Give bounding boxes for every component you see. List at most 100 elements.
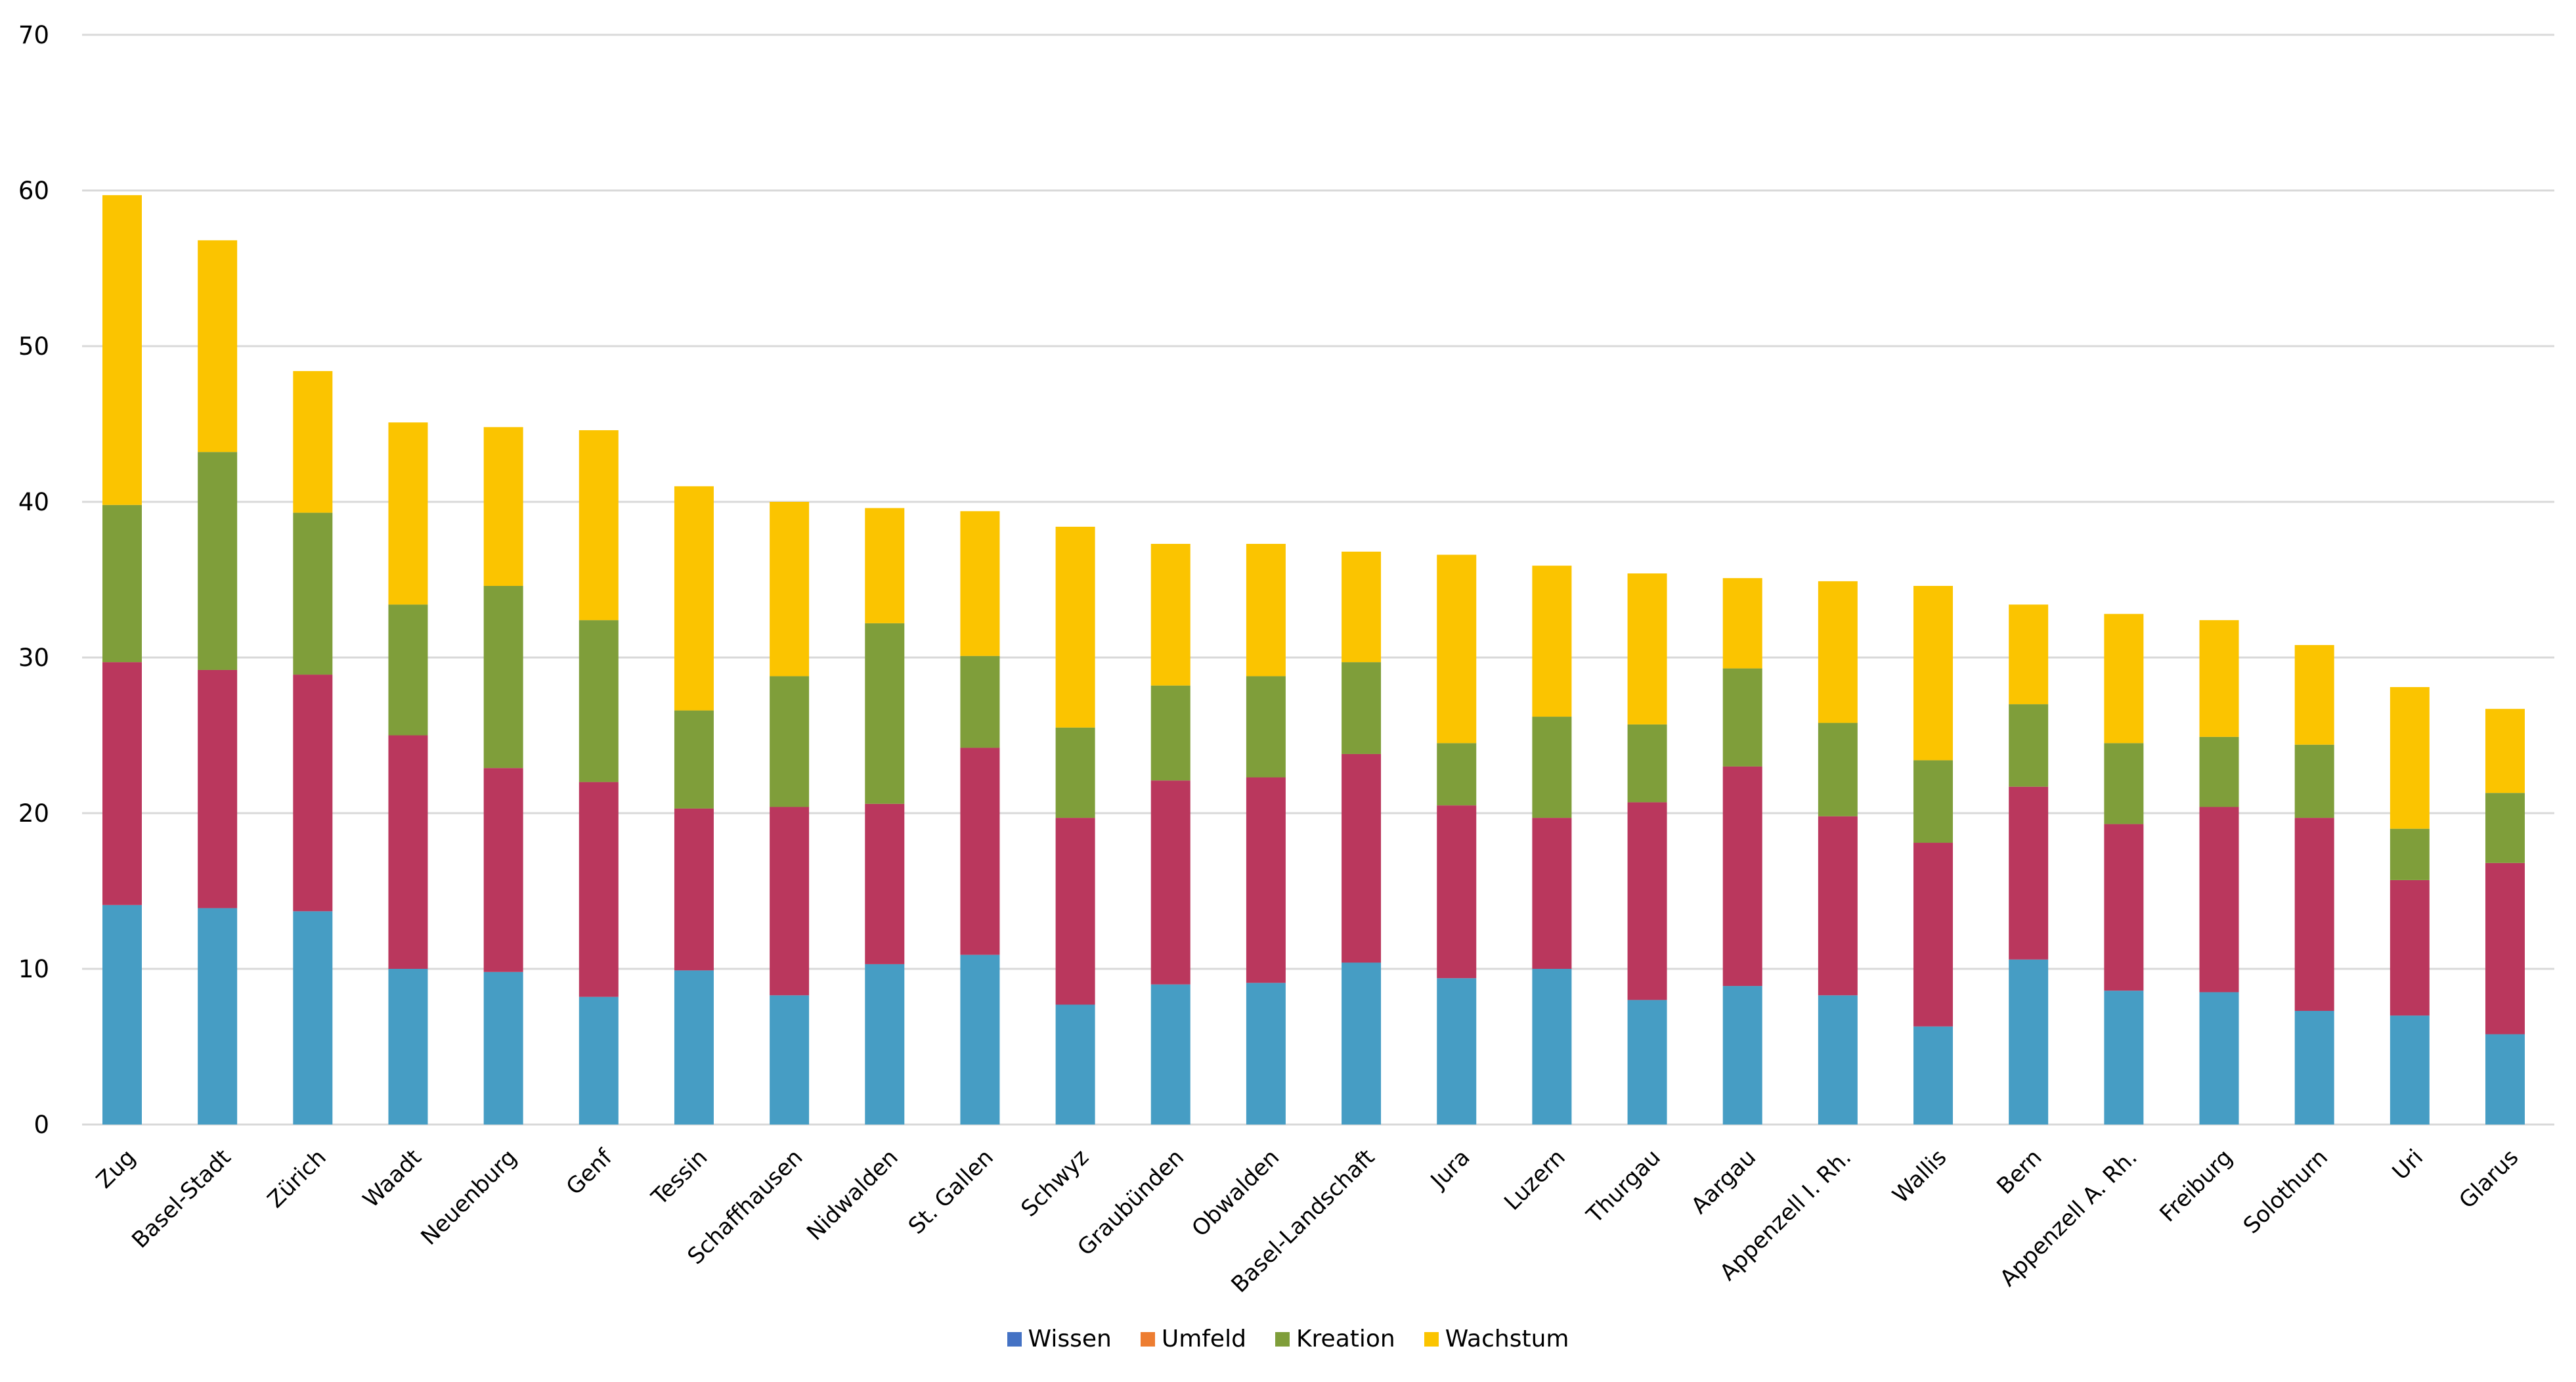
bar-segment-umfeld (388, 735, 428, 969)
bar-segment-wachstum (2009, 604, 2049, 705)
y-tick-label: 20 (18, 799, 49, 828)
bar-segment-wissen (1627, 1000, 1667, 1125)
bar-segment-wachstum (1818, 581, 1858, 723)
bar-segment-wachstum (1246, 543, 1286, 677)
bar-segment-kreation (198, 452, 238, 670)
x-category-label: Wallis (1888, 1144, 1952, 1209)
bar-segment-kreation (1150, 685, 1190, 781)
bar-segment-wachstum (865, 508, 905, 623)
bar-segment-wissen (2485, 1034, 2525, 1125)
bar-segment-wachstum (2199, 620, 2239, 737)
legend-swatch (1275, 1331, 1290, 1347)
x-category-label: Bern (1992, 1144, 2047, 1199)
x-category-label: Neuenburg (416, 1144, 522, 1251)
bar-segment-wissen (198, 908, 238, 1125)
y-tick-label: 0 (33, 1111, 49, 1139)
bar-segment-wissen (2294, 1010, 2334, 1125)
y-tick-label: 30 (18, 644, 49, 672)
x-category-label: Nidwalden (802, 1144, 904, 1246)
bar-segment-kreation (2485, 793, 2525, 863)
y-tick-label: 10 (18, 955, 49, 983)
y-tick-label: 60 (18, 177, 49, 205)
x-category-label: Zug (91, 1144, 141, 1193)
bar-segment-umfeld (2104, 824, 2144, 991)
bar-segment-wachstum (1437, 554, 1477, 744)
bar-segment-wachstum (2390, 687, 2430, 829)
bar-segment-wissen (960, 954, 1000, 1125)
bar-segment-kreation (674, 710, 714, 809)
legend-swatch (1140, 1331, 1155, 1347)
bar-segment-umfeld (1055, 818, 1095, 1005)
bar-segment-umfeld (2294, 818, 2334, 1011)
x-category-label: Waadt (358, 1144, 427, 1213)
x-category-label: Uri (2388, 1144, 2428, 1185)
bar-segment-kreation (579, 620, 619, 782)
bar-segment-wachstum (2104, 613, 2144, 744)
bar-segment-wissen (1342, 962, 1382, 1125)
legend-label: Kreation (1296, 1326, 1395, 1352)
bar-segment-kreation (1722, 668, 1762, 767)
bar-segment-umfeld (1722, 766, 1762, 987)
legend-label: Wachstum (1445, 1326, 1569, 1352)
bar-segment-umfeld (960, 747, 1000, 955)
bar-segment-kreation (1627, 724, 1667, 803)
bar-segment-wissen (674, 970, 714, 1125)
legend-item-kreation: Kreation (1275, 1326, 1395, 1352)
bar-segment-kreation (865, 623, 905, 804)
bar-segment-wachstum (1055, 526, 1095, 728)
bar-segment-wachstum (960, 511, 1000, 656)
x-category-label: Schwyz (1016, 1144, 1094, 1222)
bar-segment-umfeld (865, 803, 905, 964)
bar-segment-wachstum (483, 427, 523, 586)
bar-segment-wachstum (198, 240, 238, 453)
bar-segment-kreation (1342, 662, 1382, 754)
legend-label: Wissen (1028, 1326, 1112, 1352)
x-category-label: Basel-Stadt (127, 1144, 236, 1253)
bar-segment-wachstum (1532, 566, 1572, 717)
x-category-label: Obwalden (1187, 1144, 1284, 1242)
bar-segment-umfeld (483, 768, 523, 972)
bar-segment-wachstum (674, 486, 714, 711)
bar-segment-wissen (293, 911, 333, 1125)
bar-segment-wissen (1437, 978, 1477, 1125)
bar-segment-kreation (2294, 744, 2334, 818)
x-category-label: Thurgau (1581, 1144, 1666, 1229)
bar-segment-wachstum (293, 370, 333, 513)
bar-segment-kreation (1913, 760, 1954, 843)
bar-segment-umfeld (1532, 818, 1572, 969)
bar-segment-umfeld (198, 669, 238, 908)
bar-segment-wachstum (388, 422, 428, 605)
bar-segment-wissen (388, 969, 428, 1125)
bar-segment-wissen (770, 995, 810, 1125)
bar-segment-umfeld (293, 675, 333, 912)
bar-segment-kreation (2390, 828, 2430, 880)
bar-segment-wissen (1246, 983, 1286, 1125)
x-category-label: Zürich (263, 1144, 332, 1213)
bar-segment-umfeld (1627, 802, 1667, 1000)
bar-segment-kreation (2199, 736, 2239, 807)
y-tick-label: 50 (18, 332, 49, 361)
bar-segment-wissen (2009, 959, 2049, 1125)
bar-segment-umfeld (1342, 753, 1382, 963)
bar-segment-wissen (1722, 986, 1762, 1125)
y-tick-label: 70 (18, 21, 49, 49)
y-tick-label: 40 (18, 488, 49, 516)
bar-segment-wissen (1818, 995, 1858, 1125)
legend-label: Umfeld (1161, 1326, 1246, 1352)
bar-segment-umfeld (2485, 862, 2525, 1035)
bar-segment-kreation (1437, 743, 1477, 806)
bar-segment-kreation (483, 585, 523, 769)
bar-segment-umfeld (1913, 843, 1954, 1027)
bar-segment-wissen (483, 971, 523, 1125)
x-category-label: Aargau (1686, 1144, 1761, 1219)
legend-item-wissen: Wissen (1007, 1326, 1112, 1352)
bar-segment-kreation (293, 512, 333, 675)
bar-segment-umfeld (674, 808, 714, 971)
bar-segment-wissen (1532, 969, 1572, 1125)
legend: Wissen Umfeld Kreation Wachstum (0, 1326, 2576, 1352)
bar-segment-wachstum (1913, 585, 1954, 761)
x-category-label: Glarus (2454, 1144, 2523, 1214)
bar-segment-wissen (1150, 984, 1190, 1125)
x-category-label: Jura (1425, 1144, 1475, 1195)
x-category-label: Genf (561, 1144, 618, 1200)
